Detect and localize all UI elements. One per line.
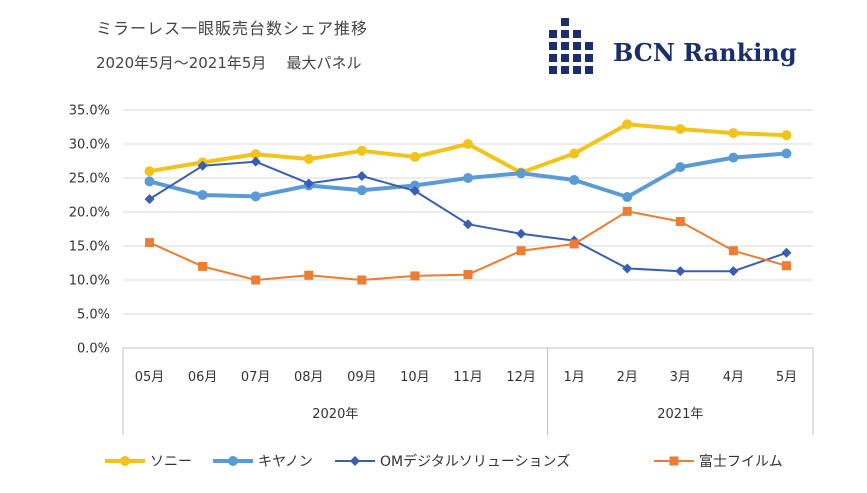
data-point [409, 151, 420, 162]
legend-marker [120, 456, 130, 466]
bcn-logo-text: BCN Ranking [613, 38, 797, 67]
data-point [410, 271, 420, 281]
data-point [516, 246, 526, 256]
chart-title-block: ミラーレス一眼販売台数シェア推移 2020年5月～2021年5月 最大パネル [96, 18, 368, 74]
chart-subtitle: 2020年5月～2021年5月 最大パネル [96, 52, 368, 74]
x-tick-label: 12月 [506, 370, 536, 385]
data-point [304, 270, 314, 280]
data-point [303, 153, 314, 164]
year-group-label: 2021年 [657, 407, 703, 422]
x-tick-label: 11月 [453, 370, 483, 385]
data-point [250, 149, 261, 160]
data-point [303, 178, 314, 189]
legend-marker [228, 456, 238, 466]
x-tick-label: 08月 [294, 370, 324, 385]
bcn-logo-mark-icon [549, 18, 593, 74]
x-tick-label: 5月 [776, 370, 797, 385]
legend-label: 富士フイルム [699, 453, 783, 470]
y-tick-label: 35.0% [69, 104, 110, 119]
x-tick-label: 05月 [135, 370, 165, 385]
data-point [144, 176, 155, 187]
data-point [675, 217, 685, 227]
data-point [145, 238, 155, 248]
x-tick-label: 10月 [400, 370, 430, 385]
data-point [463, 173, 473, 183]
legend-label: キヤノン [258, 454, 313, 470]
legend-label: ソニー [150, 454, 192, 470]
x-tick-label: 3月 [670, 370, 691, 385]
bcn-logo: BCN Ranking [547, 16, 797, 86]
y-tick-label: 10.0% [69, 274, 110, 289]
chart-period: 2020年5月～2021年5月 [96, 54, 267, 72]
x-tick-label: 07月 [241, 370, 271, 385]
y-tick-label: 20.0% [69, 206, 110, 221]
data-point [144, 166, 155, 177]
data-point [356, 170, 367, 181]
data-point [251, 275, 261, 285]
data-point [781, 130, 792, 141]
x-tick-label: 2月 [617, 370, 638, 385]
data-point [197, 160, 208, 171]
data-point [569, 239, 579, 249]
data-point [728, 152, 739, 163]
x-tick-label: 06月 [188, 370, 218, 385]
data-point [781, 247, 792, 258]
data-point [516, 168, 527, 179]
y-tick-label: 15.0% [69, 240, 110, 255]
chart-panel-label: 最大パネル [286, 54, 362, 72]
y-tick-label: 5.0% [77, 308, 110, 323]
y-tick-label: 25.0% [69, 172, 110, 187]
data-point [781, 148, 792, 159]
chart-title: ミラーレス一眼販売台数シェア推移 [96, 19, 369, 38]
y-tick-label: 0.0% [77, 342, 110, 357]
x-tick-label: 1月 [564, 370, 585, 385]
data-point [250, 191, 261, 202]
data-point [728, 246, 738, 256]
legend-label: OMデジタルソリューションズ [380, 453, 570, 470]
data-point [675, 162, 686, 173]
data-point [197, 190, 208, 200]
data-point [622, 263, 633, 274]
data-point [250, 156, 261, 167]
data-point [463, 139, 473, 149]
data-point [409, 185, 420, 196]
data-point [356, 145, 367, 156]
data-point [675, 124, 686, 135]
legend-marker [350, 456, 360, 466]
year-group-label: 2020年 [312, 407, 358, 422]
data-point [569, 175, 580, 186]
data-point [463, 270, 473, 280]
data-point [728, 266, 739, 277]
x-tick-label: 4月 [723, 370, 744, 385]
data-point [569, 148, 580, 159]
y-tick-label: 30.0% [69, 138, 110, 153]
data-point [781, 261, 791, 271]
data-point [675, 266, 686, 277]
data-point [357, 275, 367, 285]
data-point [516, 228, 527, 239]
data-point [728, 128, 739, 139]
legend-marker [669, 456, 679, 466]
data-point [356, 185, 367, 196]
data-point [622, 119, 633, 130]
x-tick-label: 09月 [347, 370, 377, 385]
data-point [409, 180, 420, 191]
data-point [622, 192, 633, 203]
data-point [144, 194, 155, 205]
data-point [622, 206, 632, 216]
data-point [198, 261, 208, 271]
data-point [463, 219, 473, 230]
